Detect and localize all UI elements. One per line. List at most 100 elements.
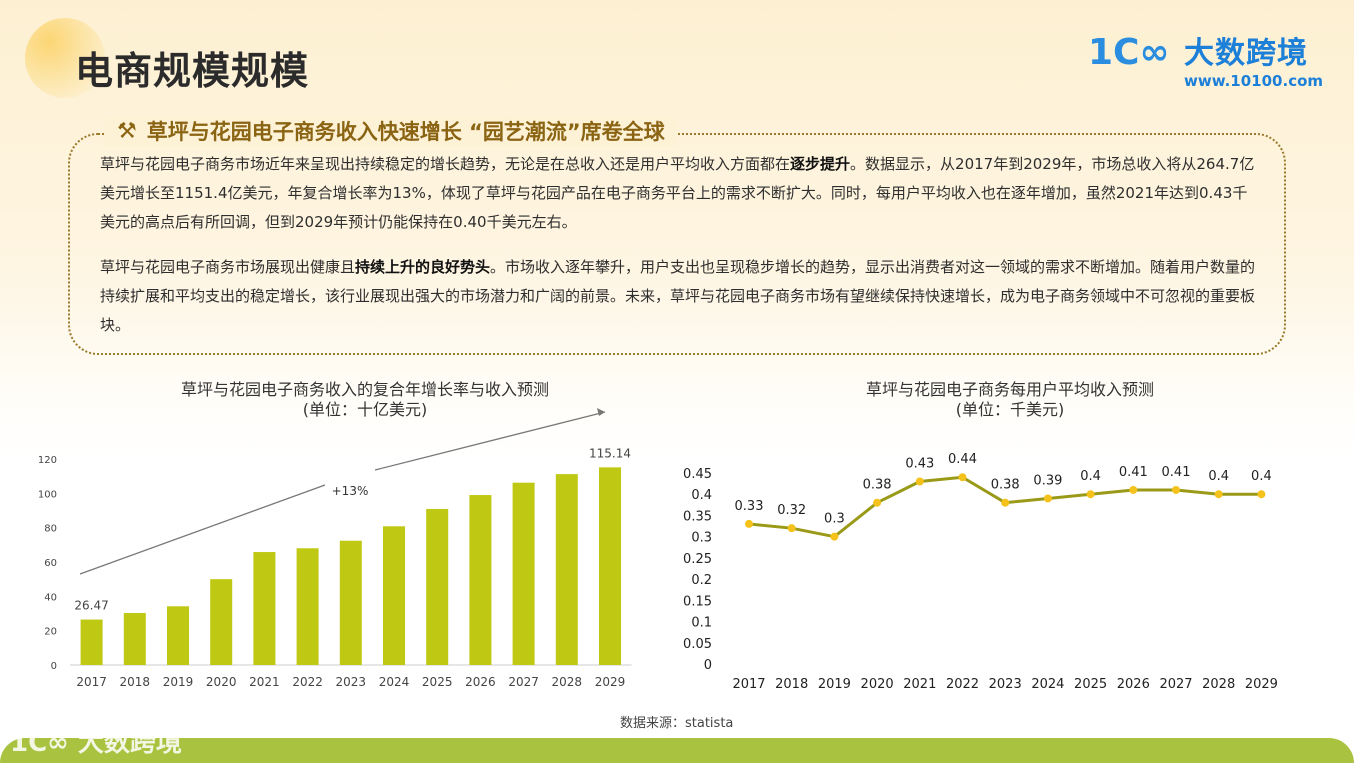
bar	[383, 526, 405, 665]
bar	[210, 579, 233, 665]
y-tick-label: 0.15	[683, 594, 712, 609]
data-label: 0.38	[863, 478, 892, 493]
bar	[555, 474, 578, 665]
data-point	[1214, 490, 1223, 499]
x-tick-label: 2026	[465, 675, 496, 689]
data-label: 0.32	[777, 503, 806, 518]
bar	[599, 467, 621, 665]
data-point	[830, 532, 839, 541]
data-point	[1172, 485, 1180, 494]
x-tick-label: 2019	[818, 677, 851, 692]
y-tick-label: 0.3	[691, 531, 712, 546]
bar	[123, 612, 146, 665]
x-tick-label: 2024	[1031, 677, 1064, 692]
footer-band	[0, 738, 1354, 763]
x-tick-label: 2028	[1202, 677, 1235, 692]
data-label: 0.3	[824, 512, 845, 527]
data-label: 0.33	[735, 499, 764, 514]
bar-chart-title: 草坪与花园电子商务收入的复合年增长率与收入预测 (单位：十亿美元)	[180, 380, 549, 419]
growth-annotation: +13%	[332, 484, 369, 498]
x-tick-label: 2025	[1074, 677, 1107, 692]
bar	[426, 508, 449, 665]
data-label: 0.39	[1033, 473, 1062, 488]
line-chart: 0 0.05 0.1 0.15 0.2 0.25 0.3 0.35 0.4 0.45 0.33 201…	[683, 452, 1278, 692]
brand-logo: 1C∞ 大数跨境 www.10100.com	[1088, 28, 1328, 92]
x-tick-label: 2022	[946, 677, 979, 692]
watermark-logo: 1C∞ 大数跨境	[10, 728, 182, 758]
data-point	[1086, 490, 1095, 499]
bar-chart: 0 20 40 60 80 100 120 2017 26.47 2018 2019 2020 2021…	[38, 408, 632, 689]
bar	[80, 619, 103, 665]
x-tick-label: 2029	[1245, 677, 1278, 692]
x-tick-label: 2018	[120, 675, 151, 689]
bar	[512, 482, 535, 665]
data-point	[915, 477, 924, 486]
data-label: 0.43	[905, 456, 934, 471]
x-tick-label: 2024	[379, 675, 410, 689]
data-label: 115.14	[589, 446, 631, 460]
x-tick-label: 2017	[76, 675, 107, 689]
x-tick-label: 2023	[336, 675, 367, 689]
y-tick-label: 20	[44, 627, 57, 638]
x-tick-label: 2021	[249, 675, 280, 689]
x-tick-label: 2027	[1159, 677, 1192, 692]
data-point	[873, 498, 882, 507]
logo-mark-icon: 1C∞	[1088, 32, 1170, 73]
x-tick-label: 2019	[163, 675, 194, 689]
bar	[253, 552, 276, 665]
data-label: 0.44	[948, 452, 977, 467]
bar	[339, 540, 362, 665]
y-tick-label: 0	[704, 658, 712, 673]
bar	[296, 548, 319, 665]
data-source: 数据来源：statista	[620, 716, 734, 731]
data-point	[1129, 485, 1138, 494]
x-tick-label: 2023	[989, 677, 1022, 692]
y-tick-label: 0.2	[691, 573, 712, 588]
x-tick-label: 2020	[861, 677, 894, 692]
section-heading: ⚒ 草坪与花园电子商务收入快速增长 “园艺潮流”席卷全球	[105, 116, 677, 146]
data-point	[787, 524, 796, 533]
x-tick-label: 2027	[508, 675, 539, 689]
decor-circle	[25, 18, 105, 98]
data-point	[1043, 494, 1052, 503]
x-tick-label: 2029	[595, 675, 626, 689]
x-tick-label: 2018	[775, 677, 808, 692]
data-label: 26.47	[74, 599, 108, 613]
x-tick-label: 2025	[422, 675, 453, 689]
data-label: 0.41	[1162, 465, 1191, 480]
shovel-plant-icon: ⚒	[117, 118, 137, 144]
x-tick-label: 2017	[732, 677, 765, 692]
paragraph-1: 草坪与花园电子商务市场近年来呈现出持续稳定的增长趋势，无论是在总收入还是用户平均…	[100, 155, 1255, 231]
page-title: 电商规模规模	[75, 49, 310, 93]
y-tick-label: 0.45	[683, 467, 712, 482]
x-tick-label: 2028	[552, 675, 583, 689]
x-tick-label: 2026	[1117, 677, 1150, 692]
data-label: 0.41	[1119, 465, 1148, 480]
x-tick-label: 2022	[292, 675, 323, 689]
section-heading-text: 草坪与花园电子商务收入快速增长 “园艺潮流”席卷全球	[146, 120, 665, 144]
data-point	[958, 473, 967, 482]
x-tick-label: 2021	[903, 677, 936, 692]
y-tick-label: 0.05	[683, 637, 712, 652]
data-point	[1001, 498, 1010, 507]
line-chart-title: 草坪与花园电子商务每用户平均收入预测 (单位：千美元)	[865, 380, 1154, 419]
data-label: 0.4	[1251, 469, 1272, 484]
y-tick-label: 80	[44, 524, 57, 535]
trend-arrow	[374, 411, 606, 471]
paragraph-2: 草坪与花园电子商务市场展现出健康且持续上升的良好势头。市场收入逐年攀升，用户支出…	[100, 258, 1256, 334]
y-tick-label: 0.4	[691, 488, 712, 503]
y-tick-label: 0.25	[683, 552, 712, 567]
y-tick-label: 100	[38, 489, 57, 500]
data-point	[745, 519, 753, 528]
arrow-head-icon	[597, 408, 605, 416]
data-label: 0.4	[1080, 469, 1101, 484]
logo-url: www.10100.com	[1184, 72, 1324, 90]
y-tick-label: 120	[38, 455, 57, 466]
x-tick-label: 2020	[206, 675, 237, 689]
trend-arrow	[79, 484, 326, 575]
data-point	[1257, 490, 1266, 499]
y-tick-label: 0	[51, 661, 57, 672]
y-tick-label: 60	[44, 558, 57, 569]
summary-box	[68, 133, 1286, 355]
data-label: 0.38	[991, 478, 1020, 493]
